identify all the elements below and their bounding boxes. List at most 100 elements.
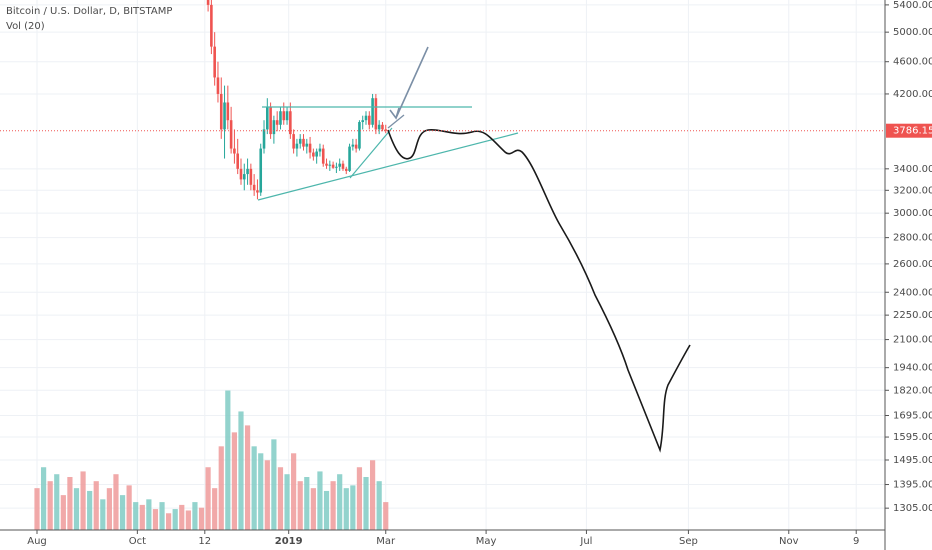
volume-bar	[369, 460, 376, 530]
volume-bar	[251, 446, 257, 530]
x-tick-label: 12	[198, 536, 211, 547]
candle-body	[289, 111, 292, 135]
candle-body	[302, 138, 305, 147]
candle-body	[371, 98, 374, 125]
volume-bar	[67, 477, 73, 530]
arrow-line	[387, 114, 405, 129]
candle-body	[321, 148, 325, 164]
volume-bar	[350, 485, 356, 530]
volume-bar	[330, 481, 336, 530]
candle-body	[364, 115, 368, 121]
volume-bar	[271, 439, 277, 530]
candle-body	[285, 111, 289, 121]
y-tick-label: 1595.00	[893, 432, 932, 443]
y-tick-label: 3400.00	[893, 164, 932, 175]
candle-body	[269, 106, 272, 135]
y-tick-label: 2400.00	[893, 287, 932, 298]
candle-body	[275, 120, 279, 125]
x-tick-label: Aug	[27, 536, 47, 547]
volume-bar	[47, 481, 53, 530]
candle-body	[325, 163, 328, 166]
volume-bar	[284, 474, 290, 530]
candle-body	[381, 124, 384, 130]
candle-body	[266, 106, 269, 130]
candle-body	[249, 168, 253, 185]
candle-body	[312, 152, 315, 157]
volume-bar	[264, 460, 270, 530]
x-tick-label: Nov	[779, 536, 799, 547]
candle-body	[374, 98, 378, 130]
candle-body	[331, 164, 335, 168]
volume-bar	[225, 390, 231, 530]
volume-bar	[277, 467, 284, 530]
candle-body	[223, 102, 226, 130]
x-tick-label: 2019	[275, 536, 303, 547]
volume-layer	[34, 390, 389, 530]
volume-bar	[205, 467, 211, 530]
candle-body	[361, 120, 365, 123]
volume-bar	[310, 488, 316, 530]
candle-body	[298, 138, 302, 144]
candle-body	[344, 168, 348, 171]
x-tick-label: Oct	[129, 536, 146, 547]
price-axis	[885, 0, 932, 550]
y-tick-label: 2100.00	[893, 335, 932, 346]
volume-bar	[185, 510, 191, 530]
grid	[0, 0, 885, 530]
short-trend-line	[349, 127, 393, 179]
volume-bar	[304, 477, 310, 530]
x-tick-label: May	[476, 536, 497, 547]
volume-bar	[323, 490, 330, 530]
volume-bar	[60, 495, 66, 530]
volume-bar	[106, 488, 112, 530]
y-tick-label: 4200.00	[893, 89, 932, 100]
chart-title: Bitcoin / U.S. Dollar, D, BITSTAMP	[6, 6, 172, 17]
y-tick-label: 1695.00	[893, 410, 932, 421]
volume-bar	[166, 513, 172, 530]
volume-bar	[376, 481, 382, 530]
y-tick-label: 3000.00	[893, 208, 932, 219]
volume-bar	[80, 471, 86, 530]
drawings	[257, 46, 691, 453]
candle-body	[351, 144, 355, 147]
support-line	[257, 132, 519, 201]
volume-bar	[100, 499, 106, 530]
candle-body	[229, 120, 233, 149]
candle-body	[338, 163, 341, 167]
volume-bar	[297, 481, 303, 530]
volume-bar	[113, 474, 119, 530]
candle-body	[282, 111, 286, 121]
candle-body	[236, 153, 239, 169]
volume-bar	[133, 502, 139, 530]
volume-bar	[126, 485, 132, 530]
volume-bar	[218, 446, 224, 530]
candle-body	[318, 148, 322, 152]
candle-body	[377, 124, 381, 130]
projection-curve	[387, 128, 691, 453]
volume-bar	[291, 453, 297, 530]
candle-body	[219, 93, 223, 130]
y-tick-label: 2250.00	[893, 310, 932, 321]
volume-bar	[87, 490, 93, 530]
x-tick-label: Sep	[679, 536, 698, 547]
candle-body	[292, 134, 295, 149]
candle-body	[279, 111, 282, 125]
volume-bar	[343, 488, 349, 530]
volume-bar	[139, 504, 145, 530]
volume-bar	[179, 504, 185, 530]
candle-body	[246, 168, 249, 175]
candle-body	[259, 148, 263, 193]
candle-body	[354, 144, 358, 149]
y-tick-label: 2800.00	[893, 233, 932, 244]
candle-body	[256, 190, 259, 193]
x-tick-label: Jul	[579, 536, 592, 547]
candle-body	[272, 120, 276, 135]
candle-body	[335, 166, 338, 168]
volume-bar	[159, 502, 165, 530]
volume-bar	[356, 467, 363, 530]
volume-bar	[40, 467, 47, 530]
y-tick-label: 1305.00	[893, 503, 932, 514]
last-price-label: 3786.15	[893, 126, 932, 137]
y-tick-label: 1940.00	[893, 363, 932, 374]
